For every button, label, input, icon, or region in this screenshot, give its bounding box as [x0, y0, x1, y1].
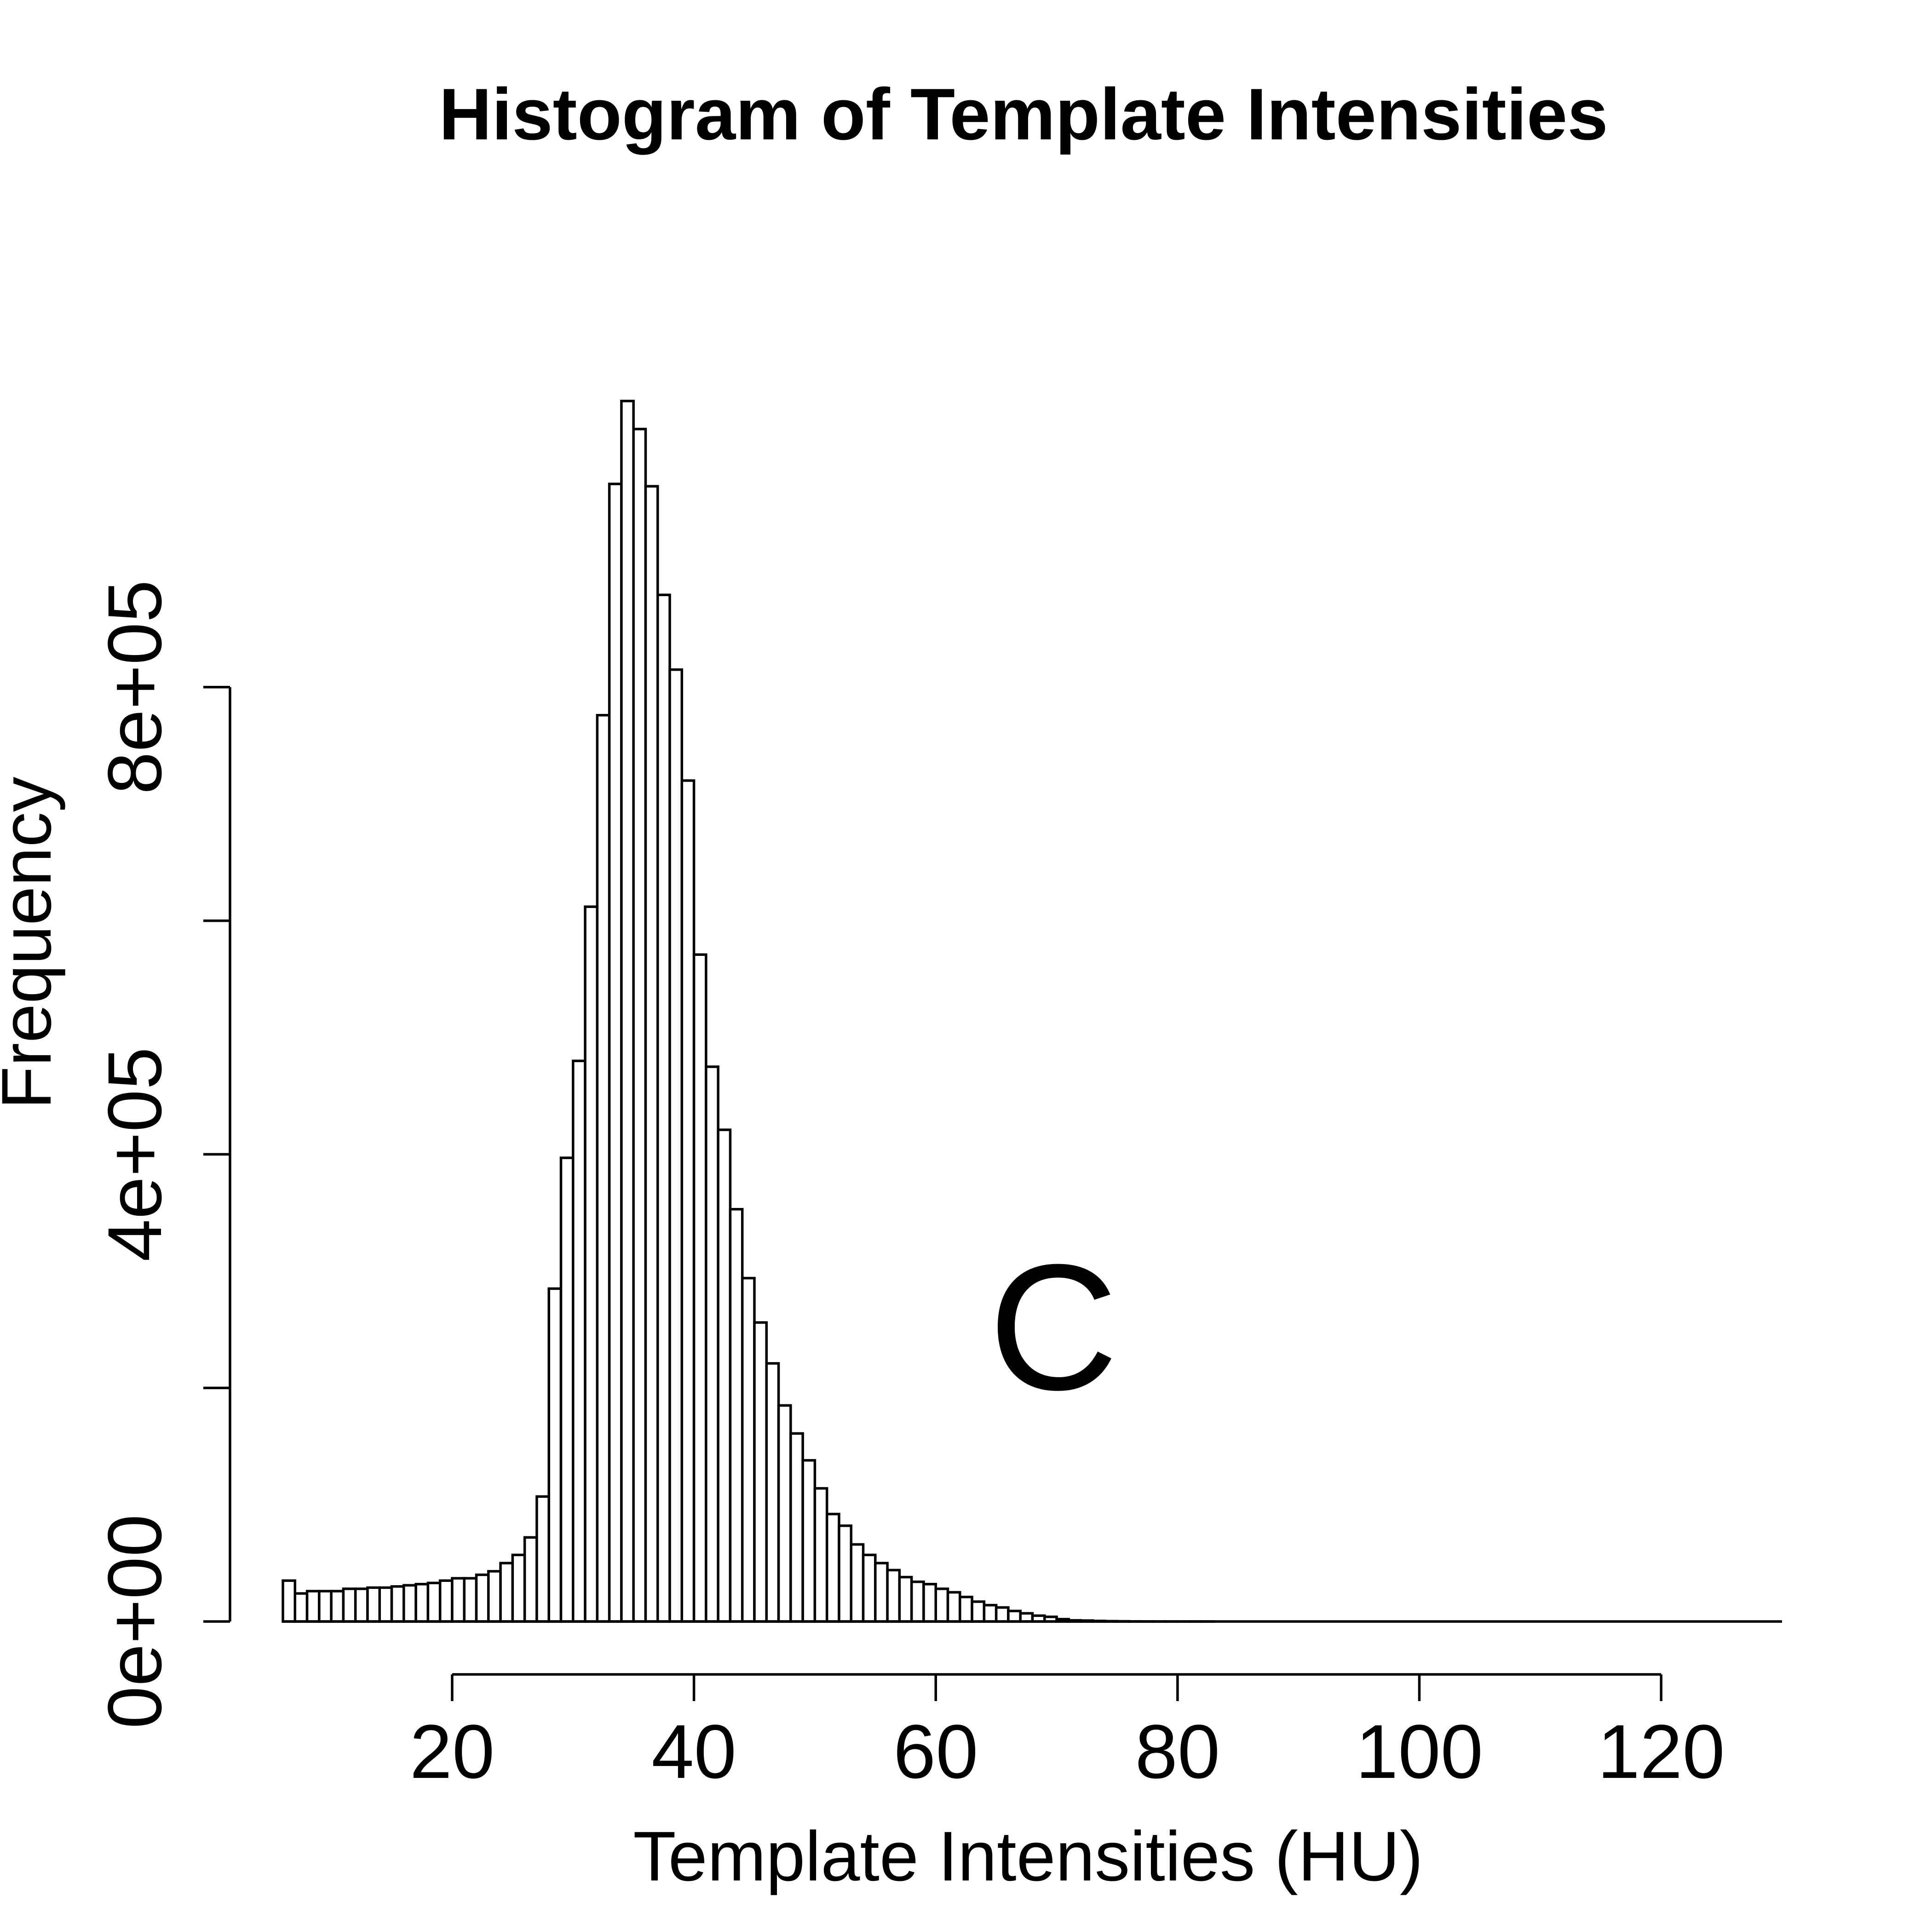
histogram-bar — [596, 713, 611, 1623]
x-tick-label: 20 — [410, 1709, 495, 1794]
histogram-bar — [741, 1276, 756, 1623]
histogram-bar — [547, 1287, 563, 1623]
histogram-bar — [959, 1595, 973, 1623]
y-axis: 0e+00 4e+05 8e+05 — [92, 580, 231, 1729]
histogram-bar — [922, 1583, 937, 1623]
histogram-bar — [463, 1577, 478, 1623]
histogram-bar — [354, 1587, 369, 1623]
histogram-bar — [983, 1604, 998, 1623]
histogram-bar — [898, 1576, 913, 1623]
histogram-bar — [584, 905, 599, 1623]
x-tick-label: 120 — [1598, 1709, 1725, 1794]
histogram-bar — [680, 779, 696, 1623]
x-axis: 20 40 60 80 100 120 — [283, 1620, 1782, 1794]
panel-label: C — [989, 1227, 1118, 1427]
histogram-bar — [777, 1404, 792, 1623]
histogram-bar — [910, 1580, 925, 1623]
histogram-bar — [729, 1208, 744, 1623]
histogram-bar — [644, 485, 659, 1623]
histogram-bar — [475, 1573, 490, 1623]
histogram-bars — [282, 399, 1215, 1623]
histogram-bar — [426, 1581, 442, 1623]
histogram-bar — [305, 1590, 321, 1623]
histogram-bar — [378, 1586, 393, 1623]
histogram-bar — [487, 1570, 502, 1623]
histogram-bar — [318, 1590, 333, 1623]
histogram-bar — [995, 1606, 1010, 1623]
histogram-bar — [1007, 1610, 1022, 1623]
histogram-bar — [402, 1584, 417, 1623]
histogram-bar — [862, 1553, 877, 1623]
histogram-bar — [838, 1524, 853, 1623]
chart-title: Histogram of Template Intensities — [439, 73, 1608, 155]
x-tick-label: 60 — [893, 1709, 978, 1794]
y-tick-label: 0e+00 — [92, 1514, 178, 1729]
y-axis-label: Frequency — [0, 776, 66, 1109]
histogram-bar — [620, 399, 635, 1623]
histogram-bar — [535, 1495, 550, 1623]
histogram-bar — [366, 1586, 381, 1623]
y-tick-label: 8e+05 — [92, 580, 178, 794]
histogram-bar — [946, 1591, 961, 1623]
histogram-bar — [608, 483, 623, 1623]
histogram-bar — [572, 1059, 586, 1623]
x-tick-label: 80 — [1135, 1709, 1220, 1794]
histogram-bar — [789, 1432, 804, 1623]
histogram-bar — [692, 953, 707, 1623]
histogram-bar — [813, 1487, 828, 1623]
histogram-bar — [282, 1579, 297, 1623]
histogram-bar — [511, 1553, 526, 1623]
histogram-bar — [632, 427, 647, 1623]
histogram-bar — [934, 1587, 949, 1623]
histogram-bar — [342, 1587, 357, 1623]
histogram-bar — [705, 1065, 719, 1623]
x-axis-label: Template Intensities (HU) — [633, 1817, 1423, 1896]
histogram-bar — [801, 1459, 816, 1623]
histogram-bar — [874, 1562, 889, 1623]
histogram-bar — [717, 1128, 732, 1623]
histogram-bar — [390, 1585, 405, 1623]
histogram-bar — [523, 1536, 538, 1623]
histogram-bar — [414, 1583, 430, 1623]
histogram-bar — [656, 593, 671, 1623]
histogram-bar — [765, 1362, 780, 1623]
histogram-bar — [886, 1569, 901, 1623]
histogram-bar — [668, 668, 684, 1623]
histogram-bar — [850, 1543, 865, 1623]
histogram-bar — [438, 1579, 454, 1623]
histogram-bar — [559, 1156, 575, 1623]
x-tick-label: 40 — [651, 1709, 736, 1794]
x-tick-label: 100 — [1356, 1709, 1483, 1794]
histogram-bar — [451, 1577, 466, 1623]
histogram-bar — [825, 1512, 840, 1623]
histogram-bar — [293, 1592, 309, 1623]
histogram-bar — [971, 1600, 986, 1623]
histogram-bar — [753, 1321, 768, 1623]
histogram-bar — [499, 1562, 514, 1623]
histogram-bar — [330, 1590, 345, 1623]
y-tick-label: 4e+05 — [92, 1047, 178, 1261]
